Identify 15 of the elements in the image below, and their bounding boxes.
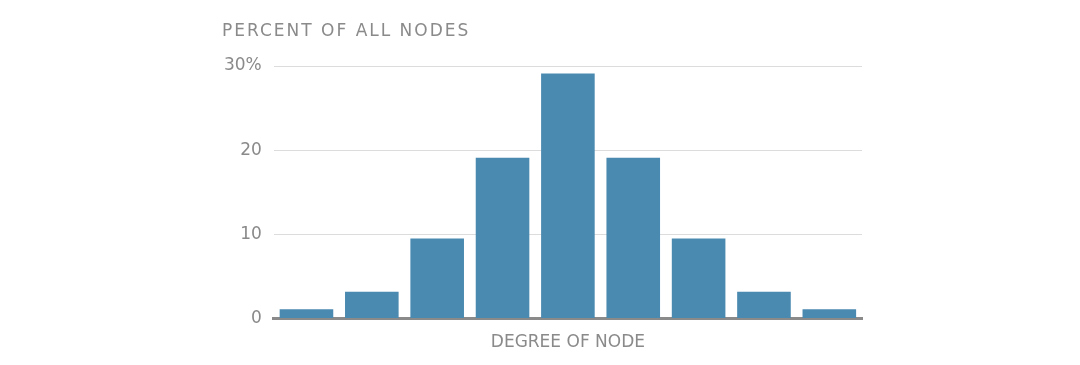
bar	[737, 291, 791, 319]
y-tick-label: 30%	[223, 54, 262, 75]
bar	[475, 157, 530, 319]
bar	[345, 291, 399, 319]
y-tick-label: 20	[240, 138, 262, 159]
bar	[279, 309, 334, 319]
bar	[671, 238, 726, 319]
bar	[410, 238, 464, 319]
y-tick-label: 10	[240, 222, 262, 243]
bar	[541, 73, 595, 319]
x-axis-title: DEGREE OF NODE	[490, 331, 645, 352]
y-axis-title: PERCENT OF ALL NODES	[222, 20, 471, 40]
bar	[802, 309, 857, 319]
y-tick-label: 0	[250, 307, 262, 328]
bar	[606, 157, 661, 319]
